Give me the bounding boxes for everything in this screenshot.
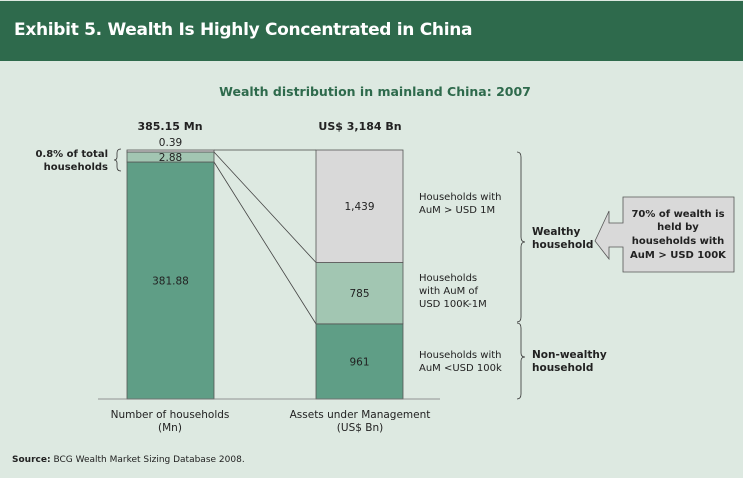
segment-label-top-1: Households with <box>419 192 502 203</box>
bar-label-households-1: 2.88 <box>159 152 182 164</box>
wealthy-brace <box>516 151 526 323</box>
exhibit-header: Exhibit 5. Wealth Is Highly Concentrated… <box>0 1 743 61</box>
callout-line4: AuM > USD 100K <box>630 250 727 261</box>
segment-label-bottom-2: AuM <USD 100k <box>419 363 502 374</box>
non-wealthy-label-1: Non-wealthy <box>532 349 607 361</box>
category-label-households-2: (Mn) <box>158 422 182 434</box>
non-wealthy-label-2: household <box>532 362 593 374</box>
share-annotation-line2: households <box>44 162 108 173</box>
chart-title: Wealth distribution in mainland China: 2… <box>219 84 531 99</box>
connector-line-2 <box>213 161 317 325</box>
bars: 381.88 2.88 0.39 961 785 1,439 <box>126 137 404 400</box>
bar-segment-households-2 <box>126 149 215 153</box>
wealthy-label-1: Wealthy <box>532 226 581 238</box>
connector-line-1 <box>213 151 317 263</box>
bar-label-households-0: 381.88 <box>152 276 189 288</box>
segment-label-bottom-1: Households with <box>419 350 502 361</box>
bar-segment-households-0 <box>126 161 215 400</box>
bar-label-assets-1: 785 <box>349 288 369 300</box>
non-wealthy-brace <box>516 322 526 400</box>
callout-arrow <box>594 196 735 273</box>
source-label: Source: <box>12 455 51 465</box>
source-text: BCG Wealth Market Sizing Database 2008. <box>53 455 245 465</box>
bar-segment-assets-2 <box>315 149 404 263</box>
bar-label-assets-0: 961 <box>349 356 369 368</box>
bar-label-households-2: 0.39 <box>159 137 182 149</box>
callout-line3: households with <box>632 236 724 247</box>
category-label-households-1: Number of households <box>111 409 230 421</box>
total-label-households: 385.15 Mn <box>137 120 202 133</box>
bar-segment-assets-0 <box>315 323 404 400</box>
source-note: Source: BCG Wealth Market Sizing Databas… <box>12 455 245 465</box>
wealthy-label-2: household <box>532 239 593 251</box>
segment-label-mid-1: Households <box>419 273 477 284</box>
connector-lines <box>213 149 317 325</box>
segment-label-mid-2: with AuM of <box>419 286 478 297</box>
category-label-assets-1: Assets under Management <box>290 409 431 421</box>
exhibit-title: Exhibit 5. Wealth Is Highly Concentrated… <box>14 20 473 40</box>
share-annotation-line1: 0.8% of total <box>35 149 108 160</box>
total-label-assets: US$ 3,184 Bn <box>318 120 401 133</box>
callout-line1: 70% of wealth is <box>631 209 724 220</box>
bar-label-assets-2: 1,439 <box>344 201 374 213</box>
bar-segment-assets-1 <box>315 262 404 325</box>
segment-label-mid-3: USD 100K-1M <box>419 299 487 310</box>
segment-label-top-2: AuM > USD 1M <box>419 205 495 216</box>
category-label-assets-2: (US$ Bn) <box>337 422 383 434</box>
small-brace <box>113 148 122 172</box>
callout-line2: held by <box>657 222 699 233</box>
